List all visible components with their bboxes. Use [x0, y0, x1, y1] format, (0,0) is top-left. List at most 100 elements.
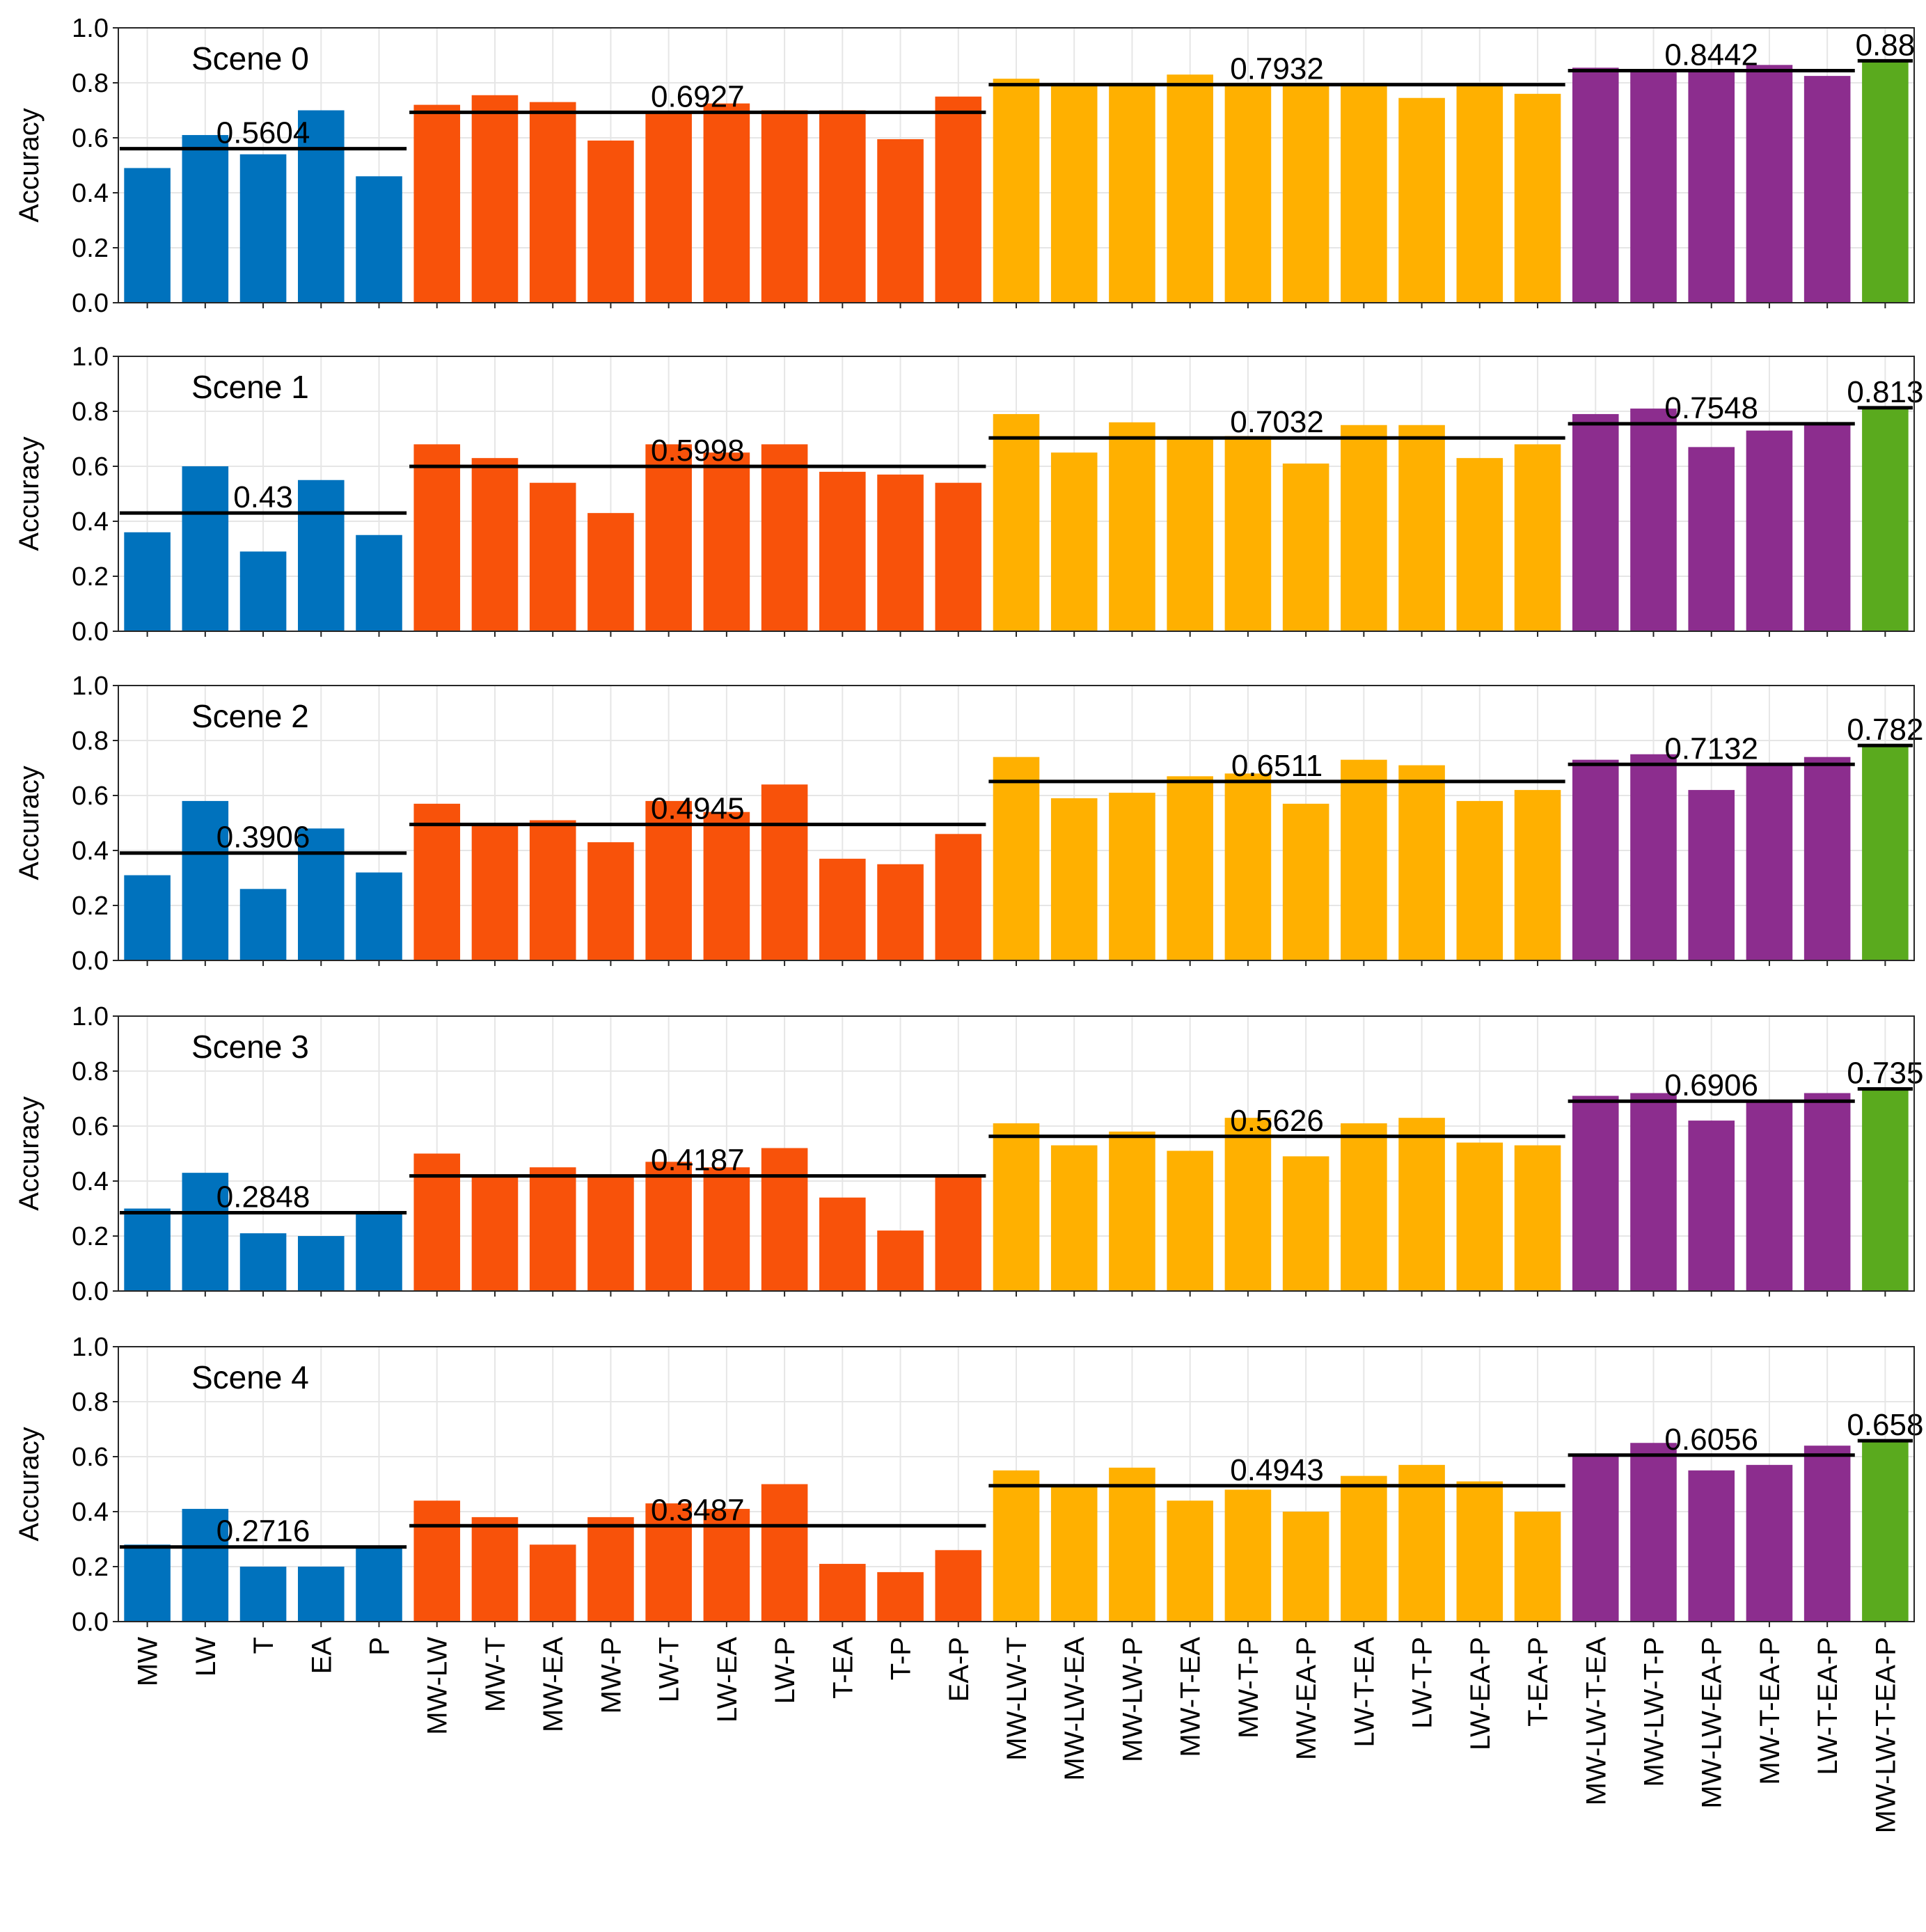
x-category-label: MW-T [480, 1637, 511, 1712]
bar-LW [182, 1509, 229, 1622]
bar-LW-T-EA [1341, 1123, 1387, 1291]
y-tick-label: 0.8 [72, 1057, 109, 1086]
group-mean-label: 0.7132 [1664, 731, 1758, 766]
y-tick-label: 1.0 [72, 342, 109, 372]
bar-MW-LW-T-EA-P [1862, 1441, 1909, 1622]
y-tick-label: 1.0 [72, 1333, 109, 1362]
bar-MW-EA-P [1282, 803, 1329, 960]
scene-label: Scene 0 [191, 40, 309, 77]
scene-label: Scene 3 [191, 1029, 309, 1065]
panel-scene-0: 0.0 0.2 0.4 0.6 0.8 1.0 0.5604 0.6927 0.7932 0.84… [14, 14, 1915, 318]
bar-MW-LW-T-EA [1572, 1454, 1619, 1622]
y-tick-label: 0.4 [72, 179, 109, 208]
bar-LW-T [645, 444, 692, 631]
y-tick-label: 0.2 [72, 562, 109, 592]
bar-LW [182, 135, 229, 303]
group-mean-label: 0.7032 [1230, 405, 1324, 439]
bar-MW-T [471, 825, 519, 960]
y-tick-label: 0.2 [72, 1553, 109, 1582]
bar-MW-T-EA-P [1746, 1464, 1793, 1622]
y-tick-label: 0.0 [72, 1608, 109, 1637]
group-mean-label: 0.6906 [1664, 1068, 1758, 1102]
bar-T-EA [819, 858, 866, 960]
bar-LW-T-EA-P [1803, 76, 1851, 303]
bar-P [356, 176, 402, 303]
bar-P [356, 1547, 402, 1622]
bar-MW-T-P [1224, 773, 1272, 960]
bar-P [356, 535, 402, 631]
group-mean-label: 0.5998 [651, 434, 745, 468]
bar-LW-EA-P [1456, 1142, 1503, 1291]
bar-MW-LW-EA [1050, 83, 1098, 303]
bar-MW-LW-T-P [1630, 754, 1677, 960]
bar-EA-P [935, 1175, 982, 1291]
group-mean-label: 0.4945 [651, 792, 745, 826]
plot-frame [118, 1015, 1915, 1292]
y-axis-label: Accuracy [14, 1096, 45, 1211]
bar-MW-LW-EA-P [1688, 1470, 1735, 1622]
bar-MW-T-EA [1167, 1150, 1213, 1291]
bar-LW-T-EA-P [1803, 422, 1851, 631]
bar-MW-P [587, 140, 634, 303]
bar-MW-T-EA-P [1746, 430, 1793, 631]
x-category-label: EA-P [944, 1637, 974, 1702]
y-tick-label: 1.0 [72, 672, 109, 701]
bar-EA [298, 1236, 345, 1291]
bar-MW [124, 532, 171, 631]
bar-T-EA [819, 471, 866, 631]
y-tick-label: 0.8 [72, 1388, 109, 1417]
group-mean-label: 0.735 [1847, 1056, 1923, 1091]
bar-MW-T-P [1224, 83, 1272, 303]
x-category-label: LW-T-EA [1349, 1637, 1380, 1748]
bar-MW-EA-P [1282, 1512, 1329, 1622]
y-tick-label: 0.4 [72, 1498, 109, 1527]
x-category-label: MW-P [596, 1637, 626, 1713]
bar-LW-P [761, 444, 808, 631]
bar-MW-P [587, 1517, 634, 1622]
bar-MW-P [587, 842, 634, 960]
bar-LW-P [761, 784, 808, 960]
bar-P [356, 1211, 402, 1291]
bar-LW-T-P [1398, 765, 1445, 960]
bar-T [239, 551, 287, 631]
bar-LW [182, 1173, 229, 1291]
y-tick-label: 0.6 [72, 452, 109, 482]
y-tick-label: 0.0 [72, 289, 109, 318]
bar-EA-P [935, 96, 982, 303]
x-category-label: MW-EA-P [1291, 1637, 1322, 1760]
x-category-label: LW-T-P [1407, 1637, 1438, 1729]
plot-frame [118, 1346, 1915, 1622]
bar-MW-EA [529, 1167, 576, 1291]
plot-frame [118, 27, 1915, 303]
panel-scene-4: 0.0 0.2 0.4 0.6 0.8 1.0 0.2716 0.3487 0.4943 0.60… [14, 1333, 1923, 1637]
x-category-label: MW-LW-EA [1059, 1637, 1090, 1781]
scene-label: Scene 4 [191, 1359, 309, 1395]
x-category-label: LW-P [770, 1637, 800, 1704]
panel-scene-1: 0.0 0.2 0.4 0.6 0.8 1.0 0.43 0.5998 0.7032 0.7548… [14, 342, 1923, 647]
bar-LW-T-EA [1341, 83, 1387, 303]
bar-LW-T [645, 1162, 692, 1291]
group-mean-label: 0.813 [1847, 375, 1923, 409]
x-category-label: MW-T-P [1233, 1637, 1264, 1739]
y-tick-label: 0.8 [72, 69, 109, 98]
bar-MW-LW-EA [1050, 1145, 1098, 1291]
group-mean-label: 0.4943 [1230, 1453, 1324, 1487]
x-category-label: MW-LW-T-EA-P [1870, 1637, 1901, 1833]
bar-MW-LW-EA [1050, 1487, 1098, 1622]
bar-LW-T [645, 113, 692, 303]
y-tick-label: 0.2 [72, 892, 109, 921]
bar-MW-LW-T-P [1630, 1443, 1677, 1622]
x-category-label: LW-EA [712, 1637, 743, 1723]
y-tick-label: 1.0 [72, 14, 109, 43]
bar-MW-LW-EA-P [1688, 447, 1735, 631]
bar-MW-LW-P [1109, 1131, 1155, 1291]
bar-MW-LW-T [993, 1123, 1040, 1291]
y-tick-label: 0.2 [72, 1222, 109, 1251]
x-category-label: MW-EA [538, 1637, 569, 1732]
bar-LW-P [761, 110, 808, 303]
bar-MW-LW-T [993, 757, 1040, 960]
bar-P [356, 872, 402, 960]
bar-T-P [877, 474, 924, 631]
bar-T-P [877, 138, 924, 303]
bar-MW-EA-P [1282, 83, 1329, 303]
